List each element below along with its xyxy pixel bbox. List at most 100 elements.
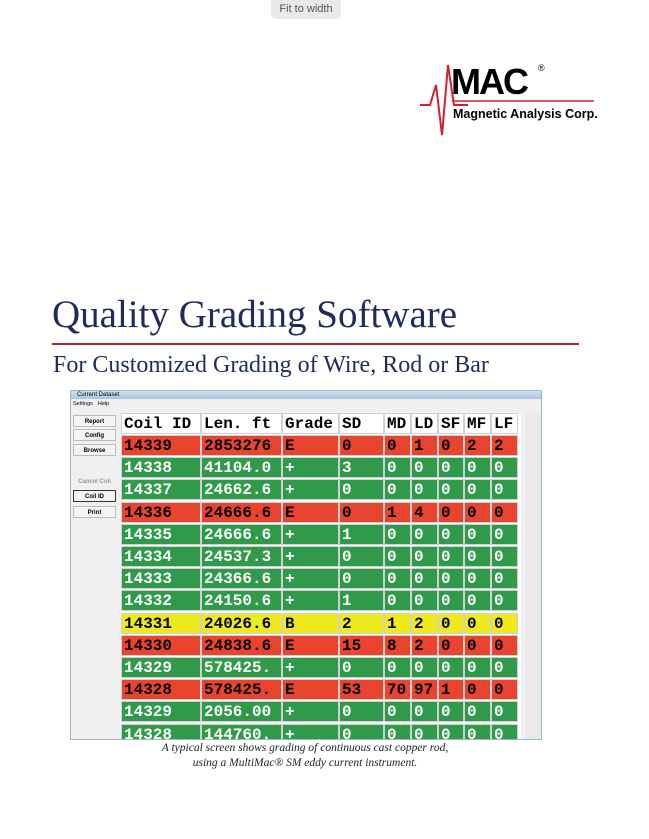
- header-cell: Coil ID: [121, 413, 201, 434]
- header-cell: LD: [411, 413, 438, 434]
- table-cell: 0: [491, 612, 518, 634]
- table-cell: 53: [339, 679, 384, 701]
- header-cell: SF: [438, 413, 464, 434]
- table-cell: 24838.6: [201, 634, 282, 656]
- table-cell: 0: [384, 701, 411, 723]
- table-cell: 0: [491, 523, 518, 545]
- table-cell: 0: [411, 657, 438, 678]
- table-cell: 0: [491, 634, 518, 656]
- side-button[interactable]: Config: [73, 429, 116, 441]
- table-cell: 14335: [121, 523, 201, 545]
- table-cell: 0: [438, 568, 464, 590]
- logo-company: Magnetic Analysis Corp.: [453, 107, 598, 121]
- table-cell: 0: [491, 457, 518, 479]
- table-cell: 0: [438, 523, 464, 545]
- table-cell: 2: [411, 612, 438, 634]
- table-cell: 0: [438, 723, 464, 739]
- table-cell: 0: [411, 590, 438, 612]
- table-cell: 0: [491, 568, 518, 590]
- table-cell: 24662.6: [201, 479, 282, 501]
- table-cell: 0: [464, 523, 491, 545]
- table-cell: B: [282, 612, 339, 634]
- table-cell: 1: [339, 523, 384, 545]
- table-cell: 0: [438, 546, 464, 567]
- table-cell: 0: [491, 679, 518, 701]
- table-cell: 0: [491, 546, 518, 567]
- table-cell: 14337: [121, 479, 201, 501]
- menu-item[interactable]: Settings: [73, 401, 93, 407]
- table-cell: 14336: [121, 501, 201, 523]
- table-cell: +: [282, 590, 339, 612]
- side-button[interactable]: Browse: [73, 444, 116, 456]
- table-cell: 0: [339, 501, 384, 523]
- table-cell: +: [282, 701, 339, 723]
- caption-line: A typical screen shows grading of contin…: [161, 742, 449, 754]
- table-cell: 0: [491, 590, 518, 612]
- side-button[interactable]: Cancel Coil: [78, 479, 111, 485]
- table-cell: 0: [384, 590, 411, 612]
- table-cell: 0: [464, 723, 491, 739]
- table-cell: +: [282, 479, 339, 501]
- table-cell: 0: [411, 701, 438, 723]
- table-cell: 0: [339, 546, 384, 567]
- table-cell: +: [282, 657, 339, 678]
- table-cell: +: [282, 457, 339, 479]
- menu-item[interactable]: Help: [97, 401, 110, 407]
- table-cell: 97: [411, 679, 438, 701]
- table-cell: 578425.: [201, 657, 282, 678]
- table-cell: 0: [438, 501, 464, 523]
- table-cell: 14338: [121, 457, 201, 479]
- table-cell: 14330: [121, 634, 201, 656]
- table-cell: 0: [384, 435, 411, 456]
- table-cell: 0: [411, 479, 438, 501]
- table-cell: 4: [411, 501, 438, 523]
- window-title: Current Dataset: [71, 391, 541, 399]
- table-cell: 1: [384, 501, 411, 523]
- table-cell: 1: [384, 612, 411, 634]
- table-cell: +: [282, 568, 339, 590]
- table-cell: 0: [438, 457, 464, 479]
- table-cell: 0: [339, 479, 384, 501]
- table-cell: E: [282, 501, 339, 523]
- side-button[interactable]: Coil ID: [73, 490, 116, 502]
- header-cell: Len. ft: [201, 413, 282, 434]
- header-cell: MD: [384, 413, 411, 434]
- table-cell: 0: [464, 590, 491, 612]
- table-cell: 0: [464, 501, 491, 523]
- logo-pulse: [420, 64, 468, 136]
- table-cell: 14333: [121, 568, 201, 590]
- table-cell: 14329: [121, 657, 201, 678]
- table-cell: 0: [438, 590, 464, 612]
- table-cell: 14328: [121, 723, 201, 739]
- table-cell: 0: [339, 657, 384, 678]
- table-cell: 0: [464, 546, 491, 567]
- software-window: Current Dataset Settings Help Coil ID Len.…: [70, 390, 542, 740]
- table-cell: E: [282, 634, 339, 656]
- table-cell: 0: [339, 435, 384, 456]
- fit-to-width-button[interactable]: Fit to width: [271, 0, 341, 19]
- header-cell: LF: [491, 413, 518, 434]
- table-cell: 24537.3: [201, 546, 282, 567]
- side-button[interactable]: Report: [73, 415, 116, 427]
- table-cell: +: [282, 523, 339, 545]
- table-cell: 1: [411, 435, 438, 456]
- table-cell: 0: [438, 435, 464, 456]
- table-cell: 2: [339, 612, 384, 634]
- table-cell: 24666.6: [201, 501, 282, 523]
- table-cell: 0: [384, 568, 411, 590]
- table-cell: 14332: [121, 590, 201, 612]
- table-cell: 2: [411, 634, 438, 656]
- table-cell: 0: [438, 701, 464, 723]
- table-cell: 24666.6: [201, 523, 282, 545]
- table-cell: 0: [491, 723, 518, 739]
- table-cell: 1: [339, 590, 384, 612]
- side-button[interactable]: Print: [73, 506, 116, 518]
- table-cell: 24366.6: [201, 568, 282, 590]
- menu-bar: Settings Help: [71, 400, 541, 408]
- table-cell: 0: [491, 701, 518, 723]
- table-cell: 578425.: [201, 679, 282, 701]
- table-cell: +: [282, 546, 339, 567]
- table-cell: 0: [384, 657, 411, 678]
- table-cell: 0: [384, 457, 411, 479]
- grade-table: Coil ID Len. ft Grade SD MD LD SF MF LF 14339 2853…: [121, 413, 521, 739]
